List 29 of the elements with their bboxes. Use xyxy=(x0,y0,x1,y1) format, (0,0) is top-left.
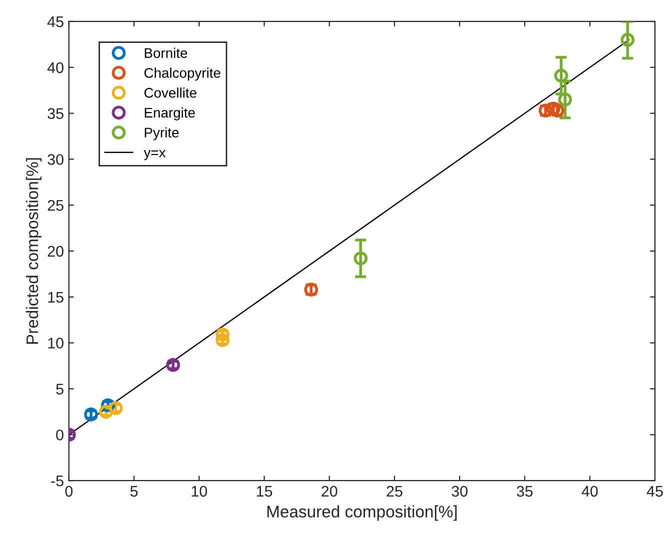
legend-label: Covellite xyxy=(144,88,196,98)
y-tick-label: 15 xyxy=(48,292,64,303)
y-tick-label: 20 xyxy=(48,246,64,257)
legend-label: Chalcopyrite xyxy=(144,68,220,81)
y-tick-label: 25 xyxy=(48,200,64,211)
x-tick-label: 10 xyxy=(192,486,208,497)
legend-label: Enargite xyxy=(144,107,195,120)
x-tick-label: 25 xyxy=(386,486,402,497)
legend-label: Pyrite xyxy=(144,127,179,140)
y-tick-label: 5 xyxy=(56,384,64,394)
x-tick-label: 30 xyxy=(452,486,468,497)
y-tick-label: 30 xyxy=(48,154,64,165)
y-tick-label: -5 xyxy=(51,476,64,486)
y-tick-label: 0 xyxy=(56,430,64,440)
x-tick-label: 35 xyxy=(516,486,533,497)
y-tick-label: 40 xyxy=(47,62,64,74)
x-tick-label: 0 xyxy=(65,486,73,497)
x-tick-label: 45 xyxy=(646,486,663,497)
y-axis-title: Predicted composition[%] xyxy=(26,158,42,344)
legend-label: y=x xyxy=(144,150,166,160)
x-tick-label: 15 xyxy=(256,486,272,497)
x-tick-label: 5 xyxy=(130,486,138,497)
x-tick-label: 20 xyxy=(322,486,338,497)
legend-label: Bornite xyxy=(144,48,188,58)
y-tick-label: 35 xyxy=(48,108,64,119)
x-axis-title: Measured composition[%] xyxy=(267,505,457,521)
y-tick-label: 45 xyxy=(47,16,64,28)
y-tick-label: 10 xyxy=(48,338,64,349)
x-tick-label: 40 xyxy=(582,486,598,497)
